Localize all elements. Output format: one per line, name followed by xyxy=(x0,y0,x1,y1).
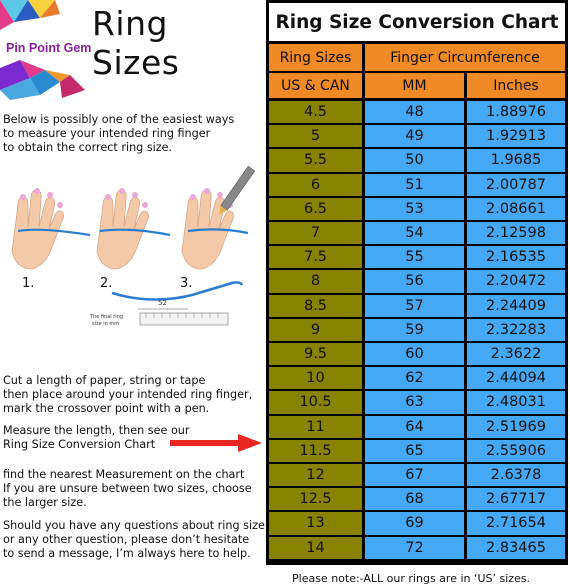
ring-size-cell: 5 xyxy=(269,125,362,148)
mm-cell: 56 xyxy=(365,270,464,293)
mm-cell: 68 xyxy=(365,488,464,511)
header-mm: MM xyxy=(365,73,464,98)
intro-line: to measure your intended ring finger xyxy=(3,127,211,140)
inches-cell: 2.55906 xyxy=(467,439,565,462)
intro-line: Below is possibly one of the easiest way… xyxy=(3,113,235,126)
ring-size-cell: 11.5 xyxy=(269,439,362,462)
inches-cell: 2.48031 xyxy=(467,391,565,414)
inches-cell: 2.08661 xyxy=(467,197,565,220)
instruction-line: mark the crossover point with a pen. xyxy=(3,402,210,415)
instruction-line: the larger size. xyxy=(3,496,87,509)
mm-cell: 72 xyxy=(365,536,464,559)
instruction-line: or any other question, please don’t hesi… xyxy=(3,533,250,546)
intro-line: to obtain the correct ring size. xyxy=(3,141,173,154)
ring-size-cell: 8 xyxy=(269,270,362,293)
header-ring-sizes: Ring Sizes xyxy=(269,44,362,71)
ring-size-cell: 9 xyxy=(269,318,362,341)
ring-size-cell: 12 xyxy=(269,464,362,487)
header-inches: Inches xyxy=(467,73,565,98)
ring-size-cell: 10.5 xyxy=(269,391,362,414)
mm-cell: 54 xyxy=(365,222,464,245)
ring-size-cell: 9.5 xyxy=(269,343,362,366)
inches-cell: 2.6378 xyxy=(467,464,565,487)
ring-size-cell: 7 xyxy=(269,222,362,245)
ring-size-cell: 7.5 xyxy=(269,246,362,269)
step-label: 1. xyxy=(22,276,34,291)
ruler-caption: size in mm xyxy=(92,321,119,327)
ring-size-cell: 8.5 xyxy=(269,294,362,317)
mm-cell: 51 xyxy=(365,173,464,196)
ring-size-cell: 4.5 xyxy=(269,101,362,124)
ring-size-chart: Ring Size Conversion Chart Ring Sizes Fi… xyxy=(266,0,568,565)
ring-size-cell: 11 xyxy=(269,415,362,438)
instruction-line: to send a message, I’m always here to he… xyxy=(3,547,251,560)
ring-size-cell: 6.5 xyxy=(269,197,362,220)
ring-size-cell: 10 xyxy=(269,367,362,390)
brand-name: Pin Point Gem xyxy=(6,41,92,55)
mm-cell: 69 xyxy=(365,512,464,535)
inches-cell: 2.67717 xyxy=(467,488,565,511)
inches-cell: 1.88976 xyxy=(467,101,565,124)
inches-cell: 2.71654 xyxy=(467,512,565,535)
inches-cell: 2.32283 xyxy=(467,318,565,341)
instruction-line: If you are unsure between two sizes, cho… xyxy=(3,482,252,495)
ruler-caption: The final ring xyxy=(89,314,123,320)
measuring-illustration: 1. 2. 3. 52 The final ring size in mm xyxy=(11,165,256,327)
step-label: 2. xyxy=(100,276,112,291)
instruction-line: Ring Size Conversion Chart xyxy=(3,438,156,451)
footnote: Please note:-ALL our rings are in ‘US’ s… xyxy=(292,572,531,585)
instruction-line: Measure the length, then see our xyxy=(3,424,190,437)
mm-cell: 49 xyxy=(365,125,464,148)
mm-cell: 53 xyxy=(365,197,464,220)
inches-cell: 2.20472 xyxy=(467,270,565,293)
mm-cell: 65 xyxy=(365,439,464,462)
mm-cell: 60 xyxy=(365,343,464,366)
mm-cell: 59 xyxy=(365,318,464,341)
inches-cell: 2.24409 xyxy=(467,294,565,317)
header-finger-circumference: Finger Circumference xyxy=(365,44,565,71)
inches-cell: 2.44094 xyxy=(467,367,565,390)
instruction-line: find the nearest Measurement on the char… xyxy=(3,468,245,481)
inches-cell: 2.83465 xyxy=(467,536,565,559)
logo-graphic xyxy=(0,0,85,100)
page-title: Ring Sizes xyxy=(92,4,180,82)
ring-size-cell: 6 xyxy=(269,173,362,196)
instruction-line: Cut a length of paper, string or tape xyxy=(3,374,206,387)
ruler-value: 52 xyxy=(158,299,167,307)
mm-cell: 55 xyxy=(365,246,464,269)
inches-cell: 2.51969 xyxy=(467,415,565,438)
mm-cell: 57 xyxy=(365,294,464,317)
inches-cell: 1.92913 xyxy=(467,125,565,148)
red-arrow-icon xyxy=(170,434,262,452)
instruction-line: Should you have any questions about ring… xyxy=(3,519,265,532)
chart-title: Ring Size Conversion Chart xyxy=(269,3,565,41)
mm-cell: 67 xyxy=(365,464,464,487)
mm-cell: 63 xyxy=(365,391,464,414)
inches-cell: 2.3622 xyxy=(467,343,565,366)
step-label: 3. xyxy=(180,276,192,291)
mm-cell: 50 xyxy=(365,149,464,172)
inches-cell: 2.16535 xyxy=(467,246,565,269)
inches-cell: 1.9685 xyxy=(467,149,565,172)
ring-size-cell: 14 xyxy=(269,536,362,559)
mm-cell: 62 xyxy=(365,367,464,390)
header-us-can: US & CAN xyxy=(269,73,362,98)
left-panel: Pin Point Gem Ring Sizes Below is possib… xyxy=(0,0,266,586)
inches-cell: 2.00787 xyxy=(467,173,565,196)
mm-cell: 48 xyxy=(365,101,464,124)
ring-size-cell: 13 xyxy=(269,512,362,535)
inches-cell: 2.12598 xyxy=(467,222,565,245)
ring-size-cell: 12.5 xyxy=(269,488,362,511)
mm-cell: 64 xyxy=(365,415,464,438)
instruction-line: then place around your intended ring fin… xyxy=(3,388,253,401)
ring-size-cell: 5.5 xyxy=(269,149,362,172)
